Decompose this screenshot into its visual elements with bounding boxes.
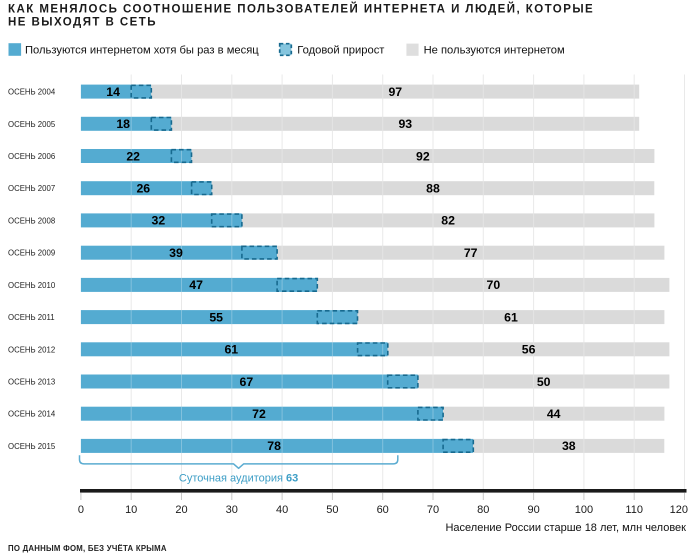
svg-text:39: 39	[169, 246, 183, 260]
svg-text:82: 82	[441, 214, 455, 228]
svg-text:55: 55	[209, 310, 223, 324]
svg-text:67: 67	[240, 375, 254, 389]
svg-text:Пользуются интернетом хотя бы: Пользуются интернетом хотя бы раз в меся…	[25, 45, 259, 57]
svg-text:Годовой прирост: Годовой прирост	[297, 45, 384, 57]
svg-text:ОСЕНЬ 2014: ОСЕНЬ 2014	[8, 410, 56, 419]
svg-text:ПО ДАННЫМ ФОМ, БЕЗ УЧЁТА КРЫМА: ПО ДАННЫМ ФОМ, БЕЗ УЧЁТА КРЫМА	[8, 544, 167, 553]
svg-text:20: 20	[175, 504, 187, 516]
svg-text:Не пользуются интернетом: Не пользуются интернетом	[424, 45, 565, 57]
svg-text:90: 90	[527, 504, 539, 516]
svg-text:КАК МЕНЯЛОСЬ СООТНОШЕНИЕ ПОЛЬЗ: КАК МЕНЯЛОСЬ СООТНОШЕНИЕ ПОЛЬЗОВАТЕЛЕЙ И…	[8, 3, 594, 16]
svg-text:18: 18	[116, 117, 130, 131]
svg-text:40: 40	[276, 504, 288, 516]
svg-text:ОСЕНЬ 2007: ОСЕНЬ 2007	[8, 184, 55, 193]
svg-text:78: 78	[267, 439, 281, 453]
svg-text:72: 72	[252, 407, 266, 421]
svg-text:ОСЕНЬ 2005: ОСЕНЬ 2005	[8, 120, 56, 129]
svg-text:ОСЕНЬ 2011: ОСЕНЬ 2011	[8, 313, 55, 322]
svg-text:50: 50	[326, 504, 338, 516]
svg-text:НЕ ВЫХОДЯТ В СЕТЬ: НЕ ВЫХОДЯТ В СЕТЬ	[8, 17, 157, 29]
svg-text:77: 77	[464, 246, 478, 260]
svg-text:32: 32	[152, 214, 166, 228]
svg-text:Суточная аудитория 63: Суточная аудитория 63	[179, 473, 298, 485]
svg-text:56: 56	[522, 343, 536, 357]
svg-text:ОСЕНЬ 2015: ОСЕНЬ 2015	[8, 442, 56, 451]
svg-text:Население России старше 18 лет: Население России старше 18 лет, млн чело…	[445, 522, 686, 534]
svg-text:97: 97	[388, 85, 402, 99]
svg-text:92: 92	[416, 149, 430, 163]
svg-text:110: 110	[625, 504, 643, 516]
svg-text:30: 30	[226, 504, 238, 516]
svg-text:44: 44	[547, 407, 561, 421]
svg-text:ОСЕНЬ 2010: ОСЕНЬ 2010	[8, 281, 56, 290]
svg-text:ОСЕНЬ 2012: ОСЕНЬ 2012	[8, 345, 55, 354]
svg-text:93: 93	[398, 117, 412, 131]
svg-text:50: 50	[537, 375, 551, 389]
svg-text:26: 26	[136, 182, 150, 196]
svg-text:ОСЕНЬ 2004: ОСЕНЬ 2004	[8, 88, 56, 97]
svg-text:120: 120	[670, 504, 688, 516]
svg-text:61: 61	[224, 343, 238, 357]
svg-text:ОСЕНЬ 2008: ОСЕНЬ 2008	[8, 216, 55, 225]
svg-text:61: 61	[504, 310, 518, 324]
svg-text:22: 22	[126, 149, 140, 163]
svg-text:70: 70	[487, 278, 501, 292]
svg-text:70: 70	[427, 504, 439, 516]
svg-text:60: 60	[377, 504, 389, 516]
svg-text:10: 10	[125, 504, 137, 516]
svg-text:80: 80	[477, 504, 489, 516]
svg-text:38: 38	[562, 439, 576, 453]
svg-text:88: 88	[426, 182, 440, 196]
svg-text:14: 14	[106, 85, 120, 99]
svg-text:100: 100	[575, 504, 593, 516]
svg-text:47: 47	[189, 278, 203, 292]
svg-text:ОСЕНЬ 2006: ОСЕНЬ 2006	[8, 152, 55, 161]
svg-text:0: 0	[78, 504, 84, 516]
svg-text:ОСЕНЬ 2009: ОСЕНЬ 2009	[8, 249, 55, 258]
svg-text:ОСЕНЬ 2013: ОСЕНЬ 2013	[8, 378, 55, 387]
